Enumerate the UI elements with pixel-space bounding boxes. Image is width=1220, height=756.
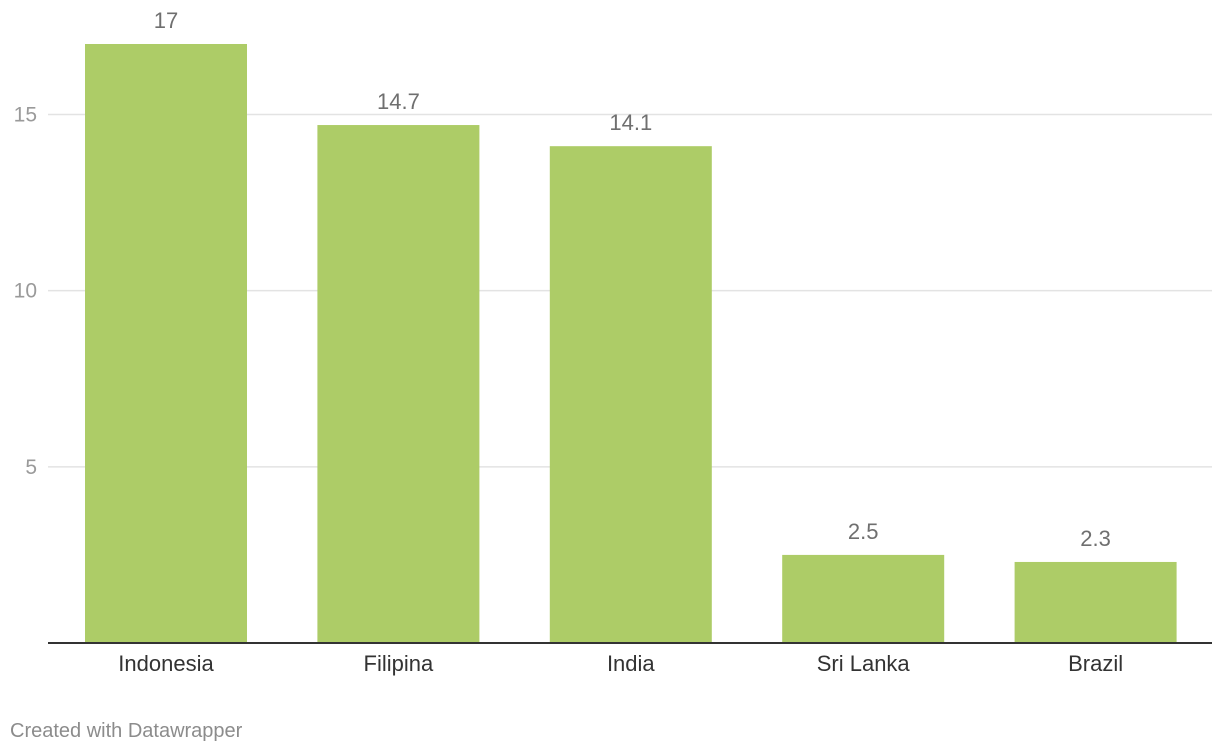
bar-indonesia bbox=[85, 44, 247, 643]
x-tick-label-filipina: Filipina bbox=[364, 651, 434, 676]
credit-text: Created with Datawrapper bbox=[10, 720, 243, 742]
y-tick-label-15: 15 bbox=[14, 103, 37, 126]
value-label-india: 14.1 bbox=[609, 110, 652, 135]
x-tick-label-brazil: Brazil bbox=[1068, 651, 1123, 676]
value-label-brazil: 2.3 bbox=[1080, 526, 1111, 551]
x-tick-label-sri-lanka: Sri Lanka bbox=[817, 651, 911, 676]
bar-brazil bbox=[1014, 561, 1177, 643]
bar-india bbox=[549, 146, 712, 643]
value-label-sri-lanka: 2.5 bbox=[848, 519, 879, 544]
value-label-filipina: 14.7 bbox=[377, 89, 420, 114]
bar-filipina bbox=[317, 125, 480, 643]
y-tick-label-10: 10 bbox=[14, 280, 37, 303]
bar-sri-lanka bbox=[782, 554, 945, 643]
x-tick-label-indonesia: Indonesia bbox=[118, 651, 214, 676]
x-tick-label-india: India bbox=[607, 651, 655, 676]
y-tick-label-5: 5 bbox=[25, 456, 37, 479]
value-label-indonesia: 17 bbox=[154, 8, 178, 33]
